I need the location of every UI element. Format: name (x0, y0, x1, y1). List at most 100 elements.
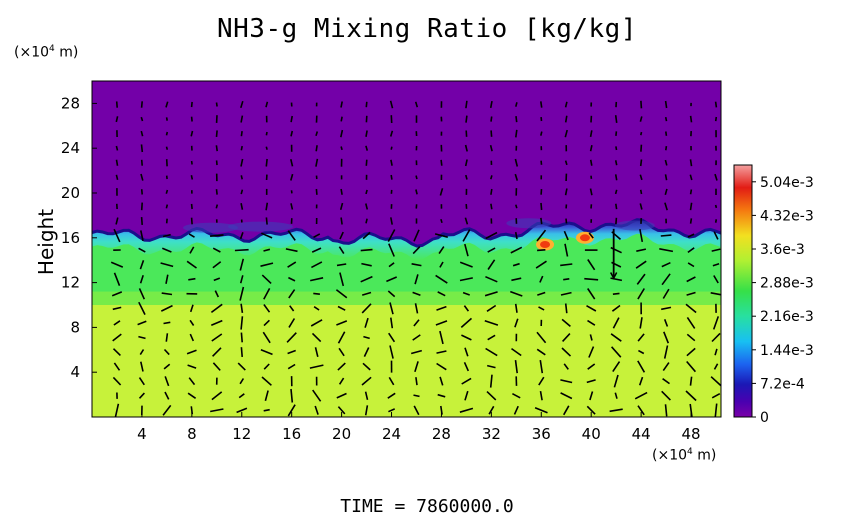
wind-vector (140, 173, 144, 181)
colorbar-tick-label: 1.44e-3 (760, 343, 814, 359)
plume-4 (614, 220, 655, 231)
wind-vector (240, 100, 244, 109)
wind-vector (240, 175, 243, 180)
wind-vector (140, 202, 143, 211)
wind-vector (138, 335, 146, 340)
wind-vector (335, 289, 348, 299)
wind-vector (140, 230, 144, 241)
wind-vector (163, 321, 171, 325)
wind-vector (560, 291, 572, 296)
wind-vector (388, 408, 396, 413)
wind-vector (314, 347, 319, 357)
wind-vector (589, 391, 594, 401)
wind-vector (435, 320, 448, 326)
x-tick-label: 36 (532, 425, 551, 443)
wind-vector (539, 275, 544, 283)
wind-vector (614, 174, 618, 181)
wind-vector (287, 230, 296, 241)
wind-vector (713, 363, 719, 370)
wind-vector (113, 320, 121, 326)
wind-vector (535, 260, 547, 269)
wind-vector (514, 231, 518, 240)
wind-vector (514, 158, 519, 167)
wind-vector (265, 131, 268, 136)
wind-vector (240, 145, 243, 151)
y-tick-label: 12 (61, 274, 80, 292)
wind-vector (165, 333, 169, 342)
wind-vector (563, 278, 570, 281)
wind-vector (610, 246, 622, 254)
wind-vector (664, 116, 668, 122)
wind-vector (465, 174, 468, 180)
wind-vector (112, 333, 122, 342)
wind-vector (287, 404, 296, 417)
wind-vector (685, 390, 697, 402)
wind-vector (362, 231, 371, 240)
wind-vector (162, 233, 171, 238)
wind-vector (189, 319, 195, 326)
wind-vector (714, 219, 718, 223)
wind-vector (438, 246, 445, 255)
wind-vector (540, 202, 543, 211)
colorbar-tick-label: 2.88e-3 (760, 276, 814, 292)
plume-1 (183, 222, 239, 233)
wind-vector (713, 231, 719, 240)
wind-vector (310, 277, 324, 282)
wind-vector (462, 291, 470, 296)
wind-vector (437, 291, 446, 297)
wind-vector (587, 288, 596, 300)
wind-vector (286, 332, 297, 343)
wind-vector (512, 262, 520, 267)
wind-vector (465, 115, 468, 123)
wind-vector (514, 303, 518, 313)
wind-vector (190, 217, 193, 225)
transition-band-region (92, 219, 721, 261)
wind-vector (414, 303, 419, 314)
wind-vector (140, 159, 143, 166)
wind-vector (386, 276, 398, 283)
wind-vector (637, 360, 646, 373)
wind-vector (564, 129, 568, 138)
wind-vector (190, 160, 193, 165)
wind-vector (564, 188, 568, 196)
wind-vector (265, 202, 269, 211)
wind-vector (637, 405, 645, 416)
y-tick-label: 28 (61, 94, 80, 112)
wind-vector (210, 303, 223, 314)
wind-vector (459, 261, 473, 268)
wind-vector (260, 262, 274, 267)
wind-vector (686, 291, 696, 296)
wind-vector (411, 263, 422, 267)
wind-vector (712, 316, 720, 330)
wind-vector (212, 247, 221, 253)
wind-vector (540, 101, 543, 108)
wind-vector (337, 362, 346, 371)
wind-vector (490, 203, 493, 210)
wind-vector (363, 335, 370, 340)
wind-vector (665, 131, 668, 136)
y-tick-label: 16 (61, 229, 80, 247)
wind-vector (239, 275, 244, 284)
wind-vector (390, 217, 393, 225)
wind-vector (138, 288, 146, 300)
wind-vector (311, 261, 323, 269)
wind-vector (414, 101, 419, 108)
wind-vector (460, 317, 473, 328)
wind-vector (664, 174, 668, 181)
wind-vector (640, 100, 643, 109)
wind-vector (263, 288, 271, 300)
wind-vector (686, 333, 696, 342)
wind-vector (186, 349, 197, 355)
wind-vector (188, 233, 195, 238)
wind-vector (309, 364, 324, 369)
wind-vector (689, 218, 693, 224)
x-tick-label: 8 (187, 425, 197, 443)
wind-vector (389, 100, 394, 109)
wind-vector (713, 275, 719, 284)
wind-vector (510, 246, 523, 254)
wind-vector (463, 361, 470, 372)
wind-vector (137, 320, 147, 326)
wind-vector (211, 391, 223, 401)
wind-vector (538, 306, 545, 311)
